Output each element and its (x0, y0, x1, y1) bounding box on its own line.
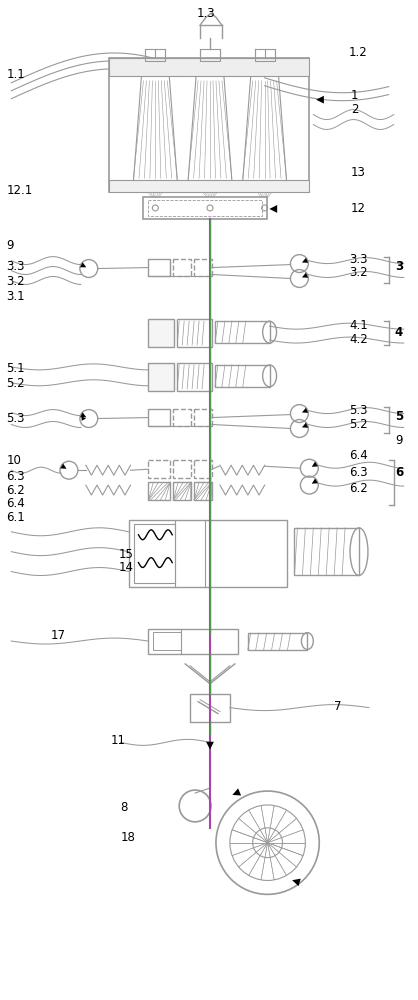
Text: 10: 10 (6, 454, 21, 467)
Text: 3.3: 3.3 (349, 253, 367, 266)
Text: 4.1: 4.1 (349, 319, 368, 332)
Bar (194, 460, 212, 478)
Text: 6.3: 6.3 (6, 470, 25, 483)
Bar (255, 49, 275, 61)
Text: 1.3: 1.3 (197, 7, 216, 20)
Bar (215, 365, 270, 387)
Text: 5.3: 5.3 (349, 404, 367, 417)
Bar (148, 460, 170, 478)
Bar (143, 197, 267, 219)
Text: 15: 15 (119, 548, 133, 561)
Text: 6: 6 (395, 466, 403, 479)
Text: 3.2: 3.2 (349, 266, 368, 279)
Bar (173, 409, 191, 426)
Text: 4.2: 4.2 (349, 333, 368, 346)
Text: 11: 11 (111, 734, 126, 747)
Bar (148, 629, 238, 654)
Text: 18: 18 (120, 831, 135, 844)
Text: 5.2: 5.2 (349, 418, 368, 431)
Text: 3.1: 3.1 (6, 290, 25, 303)
Text: 6.1: 6.1 (6, 511, 25, 524)
Bar (109, 58, 309, 76)
Text: 6.4: 6.4 (349, 449, 368, 462)
Text: 9: 9 (395, 434, 402, 447)
Text: 5.2: 5.2 (6, 377, 25, 390)
Text: 3: 3 (395, 260, 403, 273)
Text: 13: 13 (351, 166, 366, 179)
Text: 2: 2 (351, 103, 359, 116)
Bar (153, 632, 181, 650)
Text: 5: 5 (395, 410, 403, 423)
Text: 9: 9 (6, 239, 14, 252)
Text: 8: 8 (120, 801, 128, 814)
Bar (148, 259, 170, 276)
Bar (109, 180, 309, 192)
Text: 3.2: 3.2 (6, 275, 25, 288)
Text: 7: 7 (334, 700, 342, 713)
Bar (133, 524, 175, 583)
Text: 3.3: 3.3 (6, 260, 25, 273)
Text: 17: 17 (51, 629, 66, 642)
Text: 12: 12 (351, 202, 366, 215)
Bar (194, 482, 212, 500)
Text: 6.4: 6.4 (6, 497, 25, 510)
Bar (294, 528, 359, 575)
Bar (145, 49, 165, 61)
Text: 1.1: 1.1 (6, 68, 25, 81)
Bar (194, 259, 212, 276)
Bar (173, 259, 191, 276)
Text: 6.2: 6.2 (349, 482, 368, 495)
Bar (148, 319, 174, 347)
Bar (109, 58, 309, 192)
Bar (148, 409, 170, 426)
Bar (215, 321, 270, 343)
Bar (190, 694, 230, 722)
Bar (177, 319, 212, 347)
Text: 14: 14 (119, 561, 134, 574)
Bar (148, 200, 262, 216)
Text: 12.1: 12.1 (6, 184, 33, 197)
Text: 6.2: 6.2 (6, 484, 25, 497)
Text: 5.3: 5.3 (6, 412, 25, 425)
Text: 5.1: 5.1 (6, 362, 25, 375)
Text: 1.2: 1.2 (349, 46, 368, 59)
Bar (173, 482, 191, 500)
Bar (248, 633, 307, 650)
Bar (129, 520, 288, 587)
Text: 4: 4 (395, 326, 403, 339)
Bar (173, 460, 191, 478)
Bar (177, 363, 212, 391)
Text: 1: 1 (351, 89, 359, 102)
Bar (148, 363, 174, 391)
Text: 6.3: 6.3 (349, 466, 368, 479)
Bar (200, 49, 220, 61)
Bar (148, 482, 170, 500)
Bar (194, 409, 212, 426)
